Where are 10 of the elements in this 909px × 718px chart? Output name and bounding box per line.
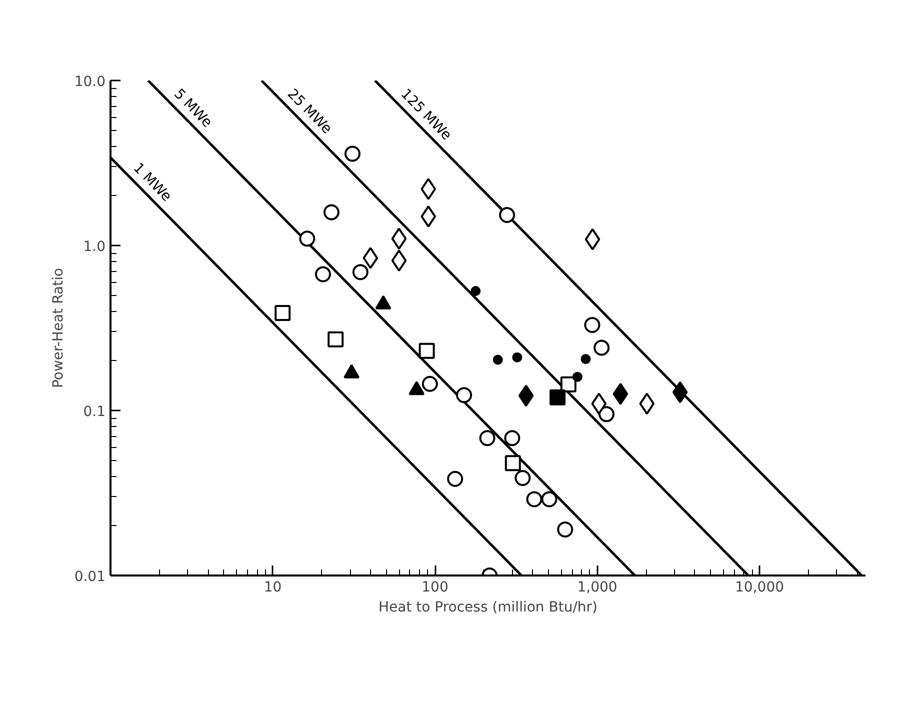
y-tick-label: 0.1 bbox=[83, 404, 106, 420]
x-axis-title: Heat to Process (million Btu/hr) bbox=[378, 600, 598, 616]
x-tick-label: 100 bbox=[422, 580, 448, 596]
y-axis-title: Power-Heat Ratio bbox=[50, 268, 66, 388]
x-tick-label: 10 bbox=[264, 580, 282, 596]
x-tick-label: 10,000 bbox=[735, 580, 784, 596]
y-tick-label: 10.0 bbox=[74, 74, 106, 90]
x-tick-label: 1,000 bbox=[577, 580, 618, 596]
y-tick-label: 1.0 bbox=[83, 239, 106, 255]
y-tick-label: 0.01 bbox=[74, 569, 106, 585]
